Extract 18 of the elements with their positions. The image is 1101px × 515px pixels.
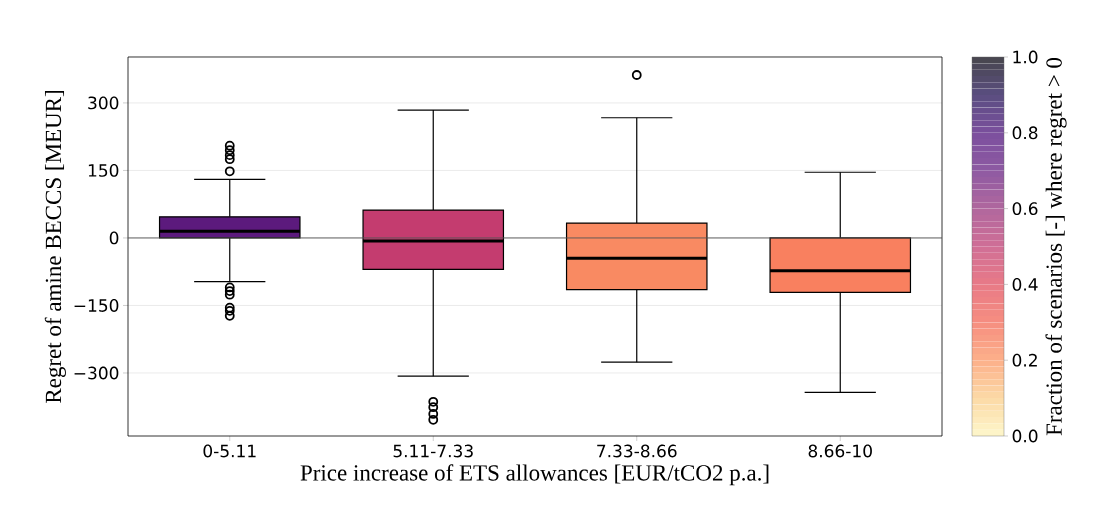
y-tick-label: 0	[109, 231, 119, 245]
color-bar-label: 0.0	[1012, 429, 1038, 443]
y-axis-title: Regret of amine BECCS [MEUR]	[44, 91, 66, 403]
x-axis-title: Price increase of ETS allowances [EUR/tCO2 p.a.]	[300, 464, 769, 486]
x-tick-label: 0-5.11	[203, 444, 256, 458]
x-tick-label: 8.66-10	[808, 444, 872, 458]
y-tick-label: −150	[74, 299, 119, 312]
x-tick-label: 5.11-7.33	[393, 444, 473, 458]
y-tick-label: 300	[88, 96, 119, 110]
color-bar-label: 0.8	[1012, 126, 1038, 140]
color-bar-label: 0.4	[1012, 277, 1038, 291]
y-tick-label: −300	[74, 366, 119, 380]
y-tick-label: 150	[88, 163, 119, 177]
color-bar-title: Fraction of scenarios [-] where regret > 0	[1045, 57, 1067, 436]
color-bar-label: 1.0	[1013, 50, 1038, 64]
color-bar-label: 0.2	[1012, 353, 1037, 367]
color-bar-label: 0.6	[1012, 202, 1038, 216]
x-tick-label: 7.33-8.66	[597, 444, 677, 458]
